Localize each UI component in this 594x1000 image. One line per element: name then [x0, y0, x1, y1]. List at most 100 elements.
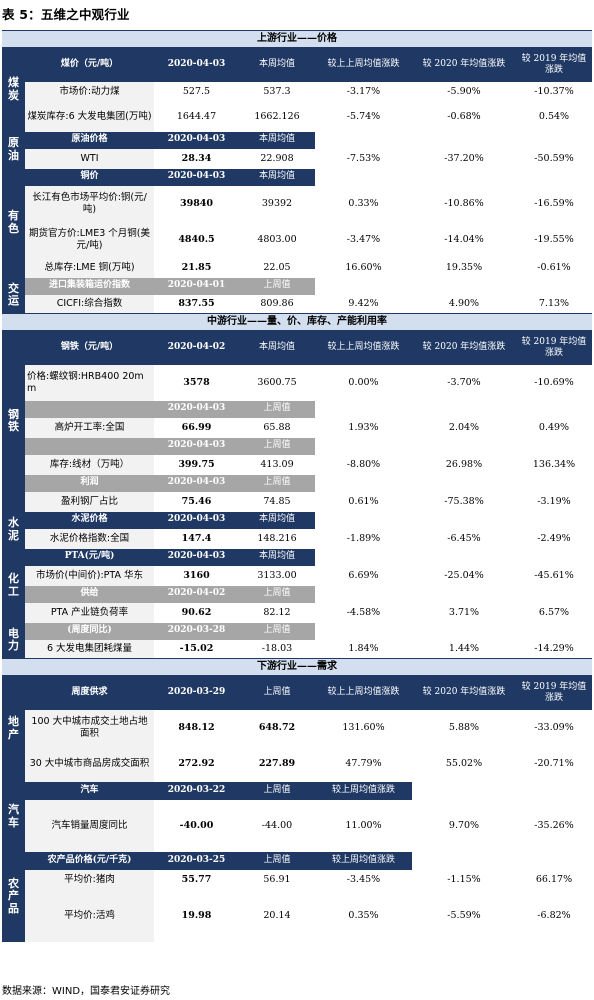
section-chem: 化工 — [2, 548, 25, 623]
header-cell: 本周均值 — [239, 131, 315, 149]
header-cell: 本周均值 — [239, 548, 315, 566]
cell: 837.55 — [178, 297, 215, 309]
blank-cell — [315, 474, 592, 492]
cell: -3.70% — [447, 376, 481, 388]
row-label: 6 大发电集团耗煤量 — [25, 639, 154, 659]
header-cell: 较上上周均值涨跌 — [315, 47, 412, 82]
subheader-row: 2020-04-03 上周值 — [2, 437, 592, 455]
row-label: 平均价:猪肉 — [25, 869, 154, 890]
cell: 3.71% — [448, 606, 480, 618]
cell: 3133.00 — [257, 569, 297, 581]
cell: 4.90% — [448, 297, 480, 309]
cell: -1.89% — [346, 532, 381, 544]
cell: -3.45% — [346, 873, 381, 885]
table-row: PTA 产业链负荷率 90.62 82.12 -4.58% 3.71% 6.57… — [2, 602, 592, 623]
cell: -25.04% — [444, 569, 484, 581]
cell: -0.68% — [447, 110, 481, 122]
cell: -18.03 — [261, 642, 293, 654]
header-cell: 较 2020 年均值涨跌 — [412, 675, 516, 710]
header-cell: 农产品价格(元/千克) — [25, 851, 154, 870]
cell: 66.99 — [181, 421, 212, 433]
header-cell: 较上周均值涨跌 — [315, 781, 412, 800]
cell: 82.12 — [263, 606, 291, 618]
header-cell: 2020-04-03 — [154, 400, 239, 418]
section-agri: 农产品 — [2, 851, 25, 942]
table-row: 长江有色市场平均价:铜(元/吨) 39840 39392 0.33% -10.8… — [2, 185, 592, 222]
table-row: 平均价:活鸡 19.98 20.14 0.35% -5.59% -6.82% — [2, 889, 592, 942]
header-cell: 2020-04-03 — [154, 474, 239, 492]
cell: -45.61% — [534, 569, 574, 581]
industry-table: 上游行业——价格 煤炭 煤价（元/吨） 2020-04-03 本周均值 较上上周… — [2, 30, 592, 942]
cell: -8.80% — [346, 458, 381, 470]
table-row: 盈利钢厂占比 75.46 74.85 0.61% -75.38% -3.19% — [2, 491, 592, 512]
cell: -75.38% — [444, 495, 484, 507]
cell: -3.19% — [537, 495, 571, 507]
header-cell: 较上周均值涨跌 — [315, 851, 412, 870]
cell: 39840 — [179, 197, 214, 209]
cell: 1.93% — [348, 421, 379, 433]
header-cell: 本周均值 — [239, 511, 315, 529]
cell: 537.3 — [263, 85, 291, 97]
row-label: 市场价:动力煤 — [25, 81, 154, 102]
cell: 20.14 — [263, 909, 291, 921]
blank-cell — [315, 622, 592, 640]
table-row: 汽车销量周度同比 -40.00 -44.00 11.00% 9.70% -35.… — [2, 799, 592, 852]
cell: -5.74% — [346, 110, 381, 122]
header-cell: (周度同比) — [25, 622, 154, 640]
cell: 0.00% — [348, 376, 379, 388]
section-steel: 钢铁 — [2, 330, 25, 512]
cell: 227.89 — [258, 757, 296, 769]
blank-cell — [315, 400, 592, 418]
cell: 26.98% — [445, 458, 483, 470]
row-label: 市场价(中间价):PTA 华东 — [25, 565, 154, 586]
row-label: 汽车销量周度同比 — [25, 799, 154, 852]
cell: -35.26% — [534, 819, 574, 831]
cell: 22.05 — [263, 261, 291, 273]
row-label: CICFI:综合指数 — [25, 294, 154, 314]
row-label: 30 大中城市商品房成交面积 — [25, 745, 154, 782]
steel-header-row: 钢铁 钢铁（元/吨） 2020-04-02 本周均值 较上上周均值涨跌 较 20… — [2, 330, 592, 512]
row-label: 总库存:LME 铜(万吨) — [25, 257, 154, 278]
cell: 1662.126 — [254, 110, 300, 122]
cell: 11.00% — [345, 819, 382, 831]
cell: -4.58% — [346, 606, 381, 618]
cell: 6.69% — [348, 569, 379, 581]
cell: -20.71% — [534, 757, 574, 769]
cell: 272.92 — [178, 757, 215, 769]
header-cell: 较上上周均值涨跌 — [315, 330, 412, 365]
blank-cell — [315, 511, 592, 529]
cell: -15.02 — [179, 642, 214, 654]
header-cell: 2020-04-02 — [154, 330, 239, 365]
header-cell: 汽车 — [25, 781, 154, 800]
table-title: 表 5：五维之中观行业 — [2, 7, 130, 22]
header-cell: 本周均值 — [239, 47, 315, 82]
section-coal: 煤炭 — [2, 47, 25, 132]
header-cell: 钢铁（元/吨） — [25, 330, 154, 365]
cell: 22.908 — [260, 152, 294, 164]
cell: 4803.00 — [257, 233, 297, 245]
row-label: 高炉开工率:全国 — [25, 417, 154, 438]
table-row: 100 大中城市成交土地占地面积 848.12 648.72 131.60% 5… — [2, 709, 592, 746]
cell: -14.04% — [444, 233, 484, 245]
oil-header-row: 原油 原油价格 2020-04-03 本周均值 — [2, 131, 592, 169]
table-row: 总库存:LME 铜(万吨) 21.85 22.05 16.60% 19.35% … — [2, 257, 592, 278]
cell: 0.49% — [538, 421, 570, 433]
header-cell: 较 2019 年均值涨跌 — [516, 675, 592, 710]
header-cell: 2020-04-03 — [154, 511, 239, 529]
cell: 3600.75 — [257, 376, 297, 388]
header-cell — [25, 400, 154, 418]
row-label: 平均价:活鸡 — [25, 889, 154, 942]
header-cell: 原油价格 — [25, 131, 154, 149]
cell: -3.17% — [346, 85, 381, 97]
subheader-row: 2020-04-03 上周值 — [2, 400, 592, 418]
cell: 55.02% — [445, 757, 483, 769]
row-label: PTA 产业链负荷率 — [25, 602, 154, 623]
cell: -33.09% — [534, 721, 574, 733]
row-label: 煤炭库存:6 大发电集团(万吨) — [25, 101, 154, 132]
cell: 66.17% — [535, 873, 573, 885]
power-header-row: 电力 (周度同比) 2020-03-28 上周值 — [2, 622, 592, 659]
cell: -10.37% — [534, 85, 574, 97]
cell: 3160 — [183, 569, 210, 581]
table-row: 水泥价格指数:全国 147.4 148.216 -1.89% -6.45% -2… — [2, 528, 592, 549]
cell: 0.33% — [348, 197, 379, 209]
